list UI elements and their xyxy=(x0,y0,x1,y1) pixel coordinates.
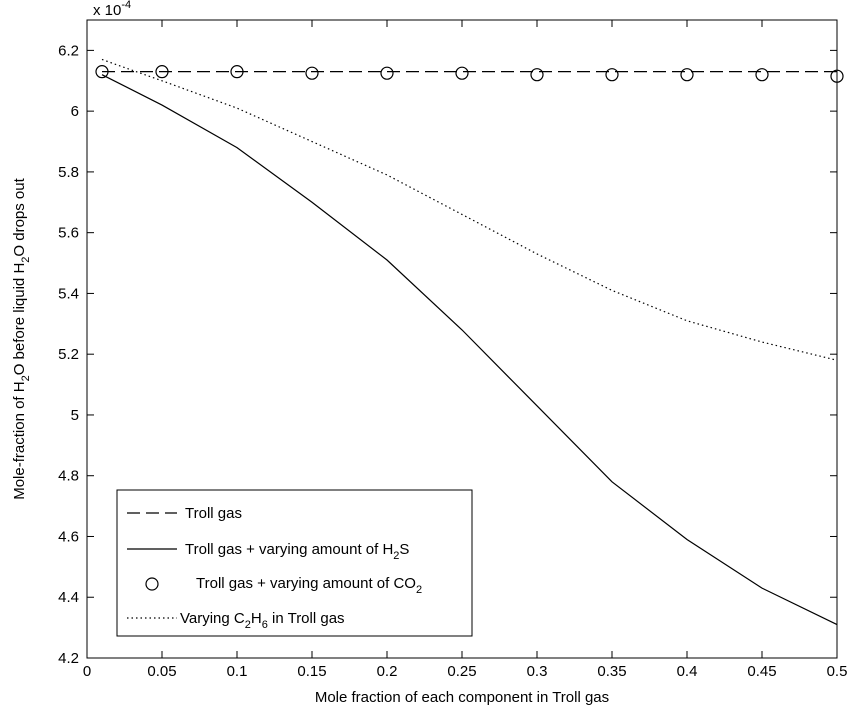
x-axis-label: Mole fraction of each component in Troll… xyxy=(315,689,609,706)
co2-point xyxy=(830,69,844,83)
x-tick-label: 0.05 xyxy=(147,663,176,680)
y-tick-label: 5 xyxy=(71,407,79,424)
series-c2h6-line xyxy=(101,58,838,361)
co2-point xyxy=(530,68,544,82)
x-tick-label: 0.15 xyxy=(297,663,326,680)
y-tick-label: 5.6 xyxy=(58,225,79,242)
y-tick-labels: 4.2 4.4 4.6 4.8 5 5.2 5.4 5.6 5.8 6 6.2 xyxy=(58,42,79,667)
co2-point xyxy=(680,68,694,82)
co2-point xyxy=(755,68,769,82)
x-tick-label: 0.2 xyxy=(377,663,398,680)
y-tick-label: 5.8 xyxy=(58,164,79,181)
x-tick-label: 0.4 xyxy=(677,663,698,680)
legend: Troll gas Troll gas + varying amount of … xyxy=(116,489,473,637)
y-tick-label: 4.2 xyxy=(58,650,79,667)
legend-swatch-co2 xyxy=(145,577,159,591)
y-tick-label: 5.4 xyxy=(58,285,79,302)
legend-label-co2: Troll gas + varying amount of CO2 xyxy=(196,575,422,596)
y-tick-label: 4.8 xyxy=(58,468,79,485)
x-tick-labels: 0 0.05 0.1 0.15 0.2 0.25 0.3 0.35 0.4 0.45 0.5 xyxy=(83,663,848,680)
series-h2s xyxy=(101,74,838,626)
co2-point xyxy=(605,68,619,82)
x-tick-label: 0.25 xyxy=(447,663,476,680)
x-tick-label: 0.35 xyxy=(597,663,626,680)
exponent-label: x 10-4 xyxy=(93,0,131,19)
y-tick-label: 6.2 xyxy=(58,42,79,59)
legend-label-troll-gas: Troll gas xyxy=(185,505,242,522)
axis-ticks xyxy=(86,20,838,659)
x-tick-label: 0.45 xyxy=(747,663,776,680)
co2-point xyxy=(305,66,319,80)
series-c2h6 xyxy=(101,58,838,361)
co2-point xyxy=(95,65,109,79)
series-h2s-line xyxy=(101,74,838,626)
y-axis-label: Mole-fraction of H2O before liquid H2O d… xyxy=(11,177,32,499)
y-tick-label: 4.6 xyxy=(58,528,79,545)
co2-point xyxy=(230,65,244,79)
series-layer xyxy=(95,58,844,626)
y-tick-label: 4.4 xyxy=(58,589,79,606)
co2-point xyxy=(380,66,394,80)
co2-point xyxy=(455,66,469,80)
x-tick-label: 0.1 xyxy=(227,663,248,680)
x-tick-label: 0.3 xyxy=(527,663,548,680)
y-tick-label: 6 xyxy=(71,103,79,120)
y-tick-label: 5.2 xyxy=(58,346,79,363)
x-tick-label: 0 xyxy=(83,663,91,680)
co2-point xyxy=(155,65,169,79)
series-co2 xyxy=(95,65,844,83)
x-tick-label: 0.5 xyxy=(827,663,848,680)
legend-label-c2h6: Varying C2H6 in Troll gas xyxy=(180,610,345,631)
legend-label-h2s: Troll gas + varying amount of H2S xyxy=(185,541,409,562)
legend-box xyxy=(116,489,473,637)
